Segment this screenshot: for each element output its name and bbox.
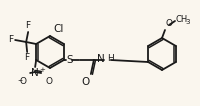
Text: +: + xyxy=(39,67,45,73)
Text: N: N xyxy=(97,54,104,64)
Text: O: O xyxy=(45,77,52,86)
Text: O: O xyxy=(19,77,26,86)
Text: 3: 3 xyxy=(184,19,189,25)
Text: CH: CH xyxy=(175,15,187,24)
Text: Cl: Cl xyxy=(53,24,63,34)
Text: F: F xyxy=(24,54,30,63)
Text: O: O xyxy=(165,19,172,28)
Text: −: − xyxy=(17,77,22,82)
Text: O: O xyxy=(81,77,89,87)
Text: F: F xyxy=(25,22,31,31)
Text: F: F xyxy=(8,36,13,45)
Text: N: N xyxy=(31,68,39,78)
Text: H: H xyxy=(107,54,114,63)
Text: S: S xyxy=(67,55,73,65)
